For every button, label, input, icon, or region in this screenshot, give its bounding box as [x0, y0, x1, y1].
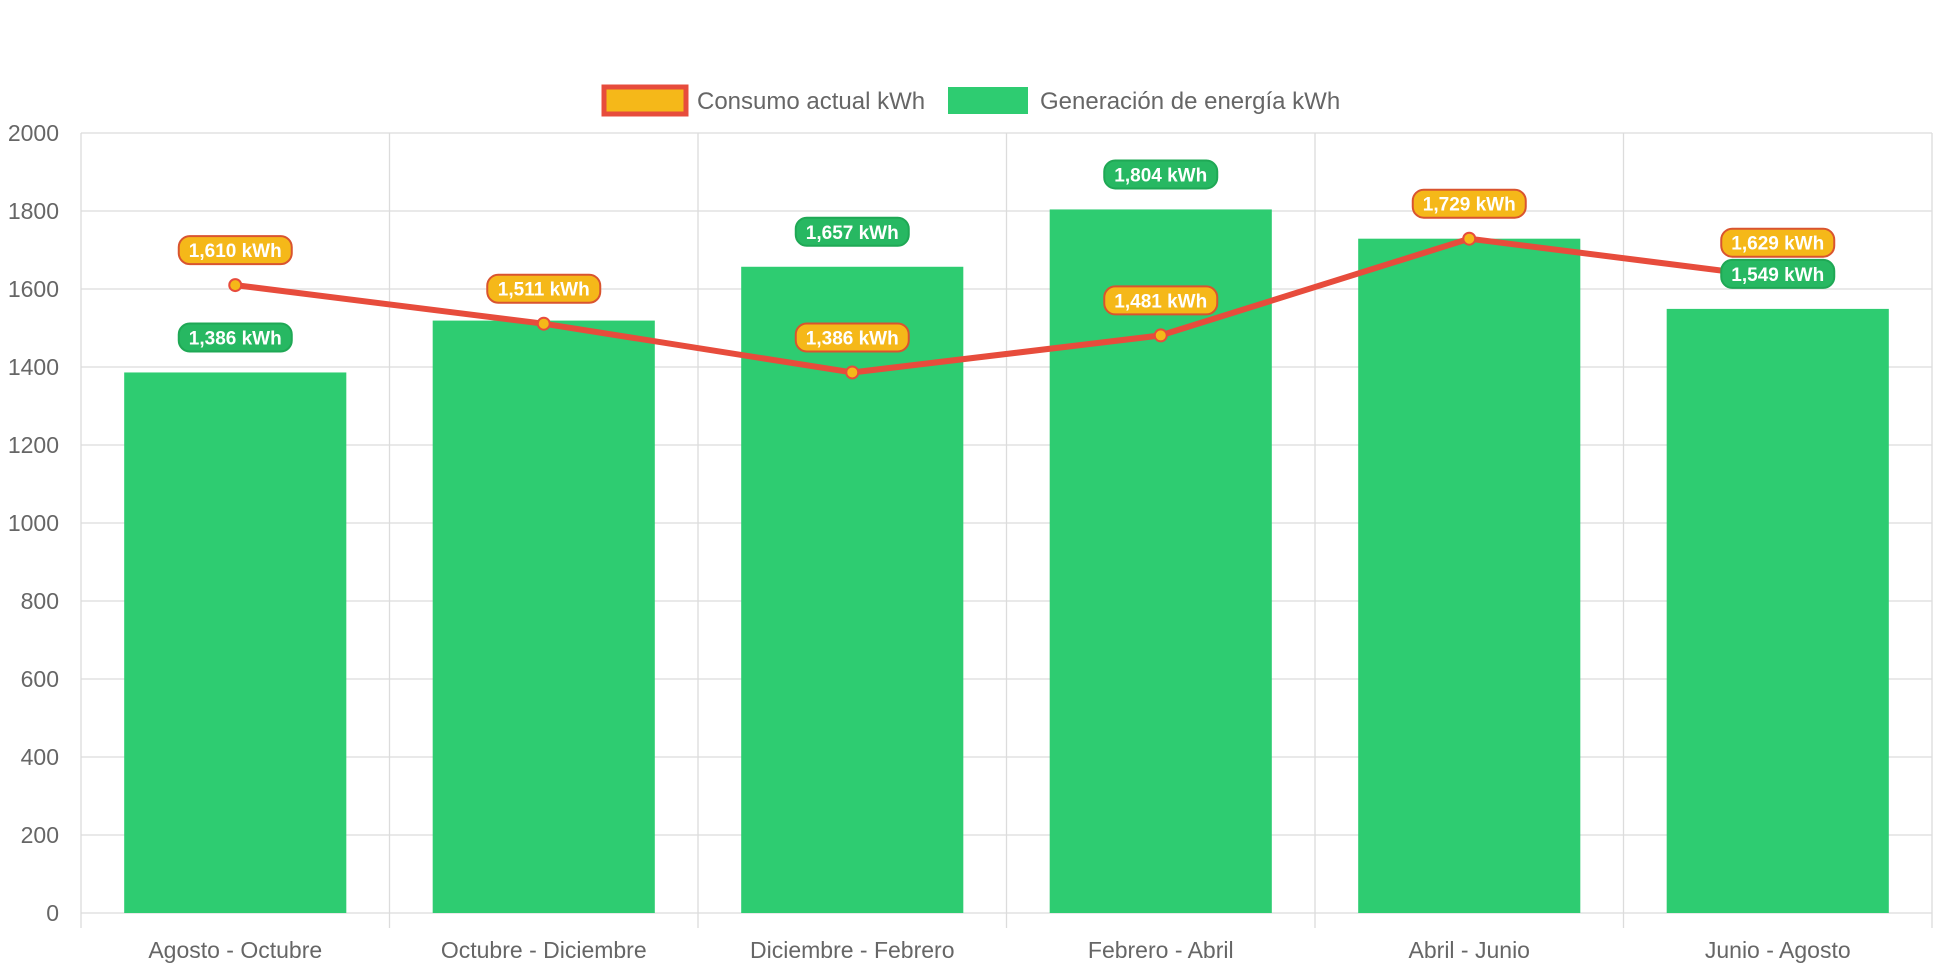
- legend-swatch-consumption: [601, 84, 689, 117]
- consumption-data-label: 1,386 kWh: [806, 328, 899, 349]
- generation-data-label-badge: [794, 216, 910, 247]
- consumption-data-label-badge: [1103, 285, 1219, 316]
- consumption-data-label-badge: [1411, 188, 1527, 219]
- bar: [124, 372, 347, 914]
- consumption-data-label-badge: [1720, 227, 1836, 258]
- generation-bars: [124, 209, 1889, 914]
- x-tick-label: Abril - Junio: [1409, 937, 1530, 963]
- consumption-data-label-badge: [794, 322, 910, 353]
- y-tick-label: 1600: [8, 276, 59, 302]
- consumption-data-label: 1,729 kWh: [1423, 195, 1516, 216]
- legend-item-generation[interactable]: Generación de energía kWh: [948, 87, 1340, 115]
- legend[interactable]: Consumo actual kWh Generación de energía…: [601, 84, 1340, 117]
- bar: [1666, 308, 1889, 913]
- consumption-data-label: 1,481 kWh: [1114, 291, 1207, 312]
- generation-data-label-badge: [1720, 258, 1836, 289]
- y-tick-label: 1200: [8, 432, 59, 458]
- y-tick-label: 1000: [8, 510, 59, 536]
- generation-data-label-badge: [1103, 159, 1219, 190]
- y-tick-label: 1400: [8, 354, 59, 380]
- consumption-data-label: 1,511 kWh: [498, 280, 590, 301]
- y-tick-label: 200: [21, 822, 59, 848]
- consumption-data-label-badge: [177, 235, 293, 266]
- bar: [1049, 209, 1272, 913]
- consumption-point: [845, 365, 860, 380]
- generation-data-label-badge: [177, 322, 293, 353]
- legend-label-generation: Generación de energía kWh: [1040, 88, 1340, 115]
- y-tick-label: 600: [21, 666, 59, 692]
- generation-data-label: 1,386 kWh: [189, 328, 282, 349]
- legend-label-consumption: Consumo actual kWh: [697, 88, 925, 115]
- y-tick-label: 0: [46, 900, 59, 926]
- y-tick-label: 1800: [8, 198, 59, 224]
- data-labels: 1,386 kWh 1,657 kWh 1,804 kWh 1,549 kWh 1,61…: [177, 159, 1836, 353]
- consumption-point: [1153, 328, 1168, 343]
- x-axis: Agosto - Octubre Octubre - Diciembre Dicie…: [148, 937, 1850, 963]
- consumption-series-line: [234, 235, 1779, 376]
- x-tick-label: Junio - Agosto: [1705, 937, 1851, 963]
- x-tick-label: Octubre - Diciembre: [441, 937, 647, 963]
- generation-data-label: 1,549 kWh: [1731, 265, 1824, 286]
- y-tick-label: 800: [21, 588, 59, 614]
- legend-swatch-generation: [948, 87, 1028, 114]
- legend-item-consumption[interactable]: Consumo actual kWh: [601, 84, 925, 117]
- x-tick-label: Diciembre - Febrero: [750, 937, 955, 963]
- y-axis: 0 200 400 600 800 1000 1200 1400 1600 1800 2000: [8, 120, 59, 926]
- bar: [1358, 238, 1581, 913]
- consumption-point: [1462, 231, 1477, 246]
- consumption-data-label: 1,629 kWh: [1731, 234, 1824, 255]
- y-tick-label: 400: [21, 744, 59, 770]
- generation-data-label: 1,657 kWh: [806, 223, 899, 244]
- consumption-line: [228, 231, 1785, 380]
- generation-data-label: 1,804 kWh: [1114, 165, 1207, 186]
- bar: [432, 320, 655, 914]
- x-tick-label: Febrero - Abril: [1088, 937, 1234, 963]
- y-tick-label: 2000: [8, 120, 59, 146]
- x-tick-label: Agosto - Octubre: [148, 937, 322, 963]
- consumption-point: [536, 316, 551, 331]
- consumption-data-label-badge: [486, 273, 602, 304]
- consumption-point: [228, 278, 243, 293]
- consumption-data-label: 1,610 kWh: [189, 241, 282, 262]
- grid-lines: [80, 132, 1933, 928]
